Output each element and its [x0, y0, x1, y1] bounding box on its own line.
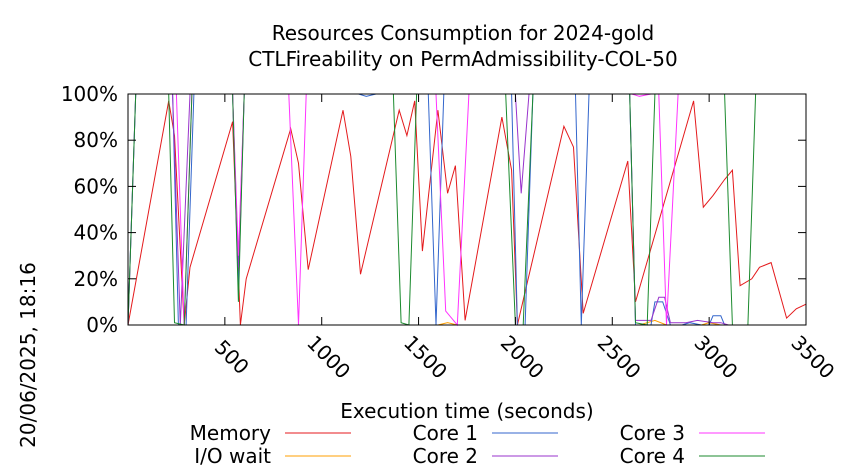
- legend-label: Core 4: [620, 444, 685, 468]
- plot-area: [127, 93, 807, 327]
- chart-title: Resources Consumption for 2024-gold: [272, 21, 654, 45]
- y-tick-label: 40%: [74, 221, 118, 245]
- legend-label: I/O wait: [194, 444, 271, 468]
- y-tick-label: 20%: [74, 267, 118, 291]
- legend-label: Core 1: [413, 421, 478, 445]
- x-tick-label: 2500: [593, 331, 646, 384]
- x-axis-label: Execution time (seconds): [340, 399, 593, 423]
- series-line-memory: [127, 100, 807, 326]
- chart-subtitle: CTLFireability on PermAdmissibility-COL-…: [248, 47, 677, 71]
- series-line-i-o-wait: [128, 319, 806, 326]
- plot-frame: [127, 93, 807, 326]
- series-line-core-3: [162, 93, 806, 327]
- x-tick-label: 1000: [302, 331, 355, 384]
- legend-label: Core 3: [620, 421, 685, 445]
- y-tick-label: 100%: [61, 82, 118, 106]
- y-tick-label: 80%: [74, 128, 118, 152]
- y-tick-label: 0%: [86, 313, 118, 337]
- x-tick-label: 3500: [786, 331, 839, 384]
- x-tick-label: 2000: [496, 331, 549, 384]
- y-axis-ticks: 0% 20% 40% 60% 80% 100%: [61, 82, 806, 337]
- side-timestamp-label: 20/06/2025, 18:16: [16, 262, 40, 448]
- legend-label: Core 2: [413, 444, 478, 468]
- y-tick-label: 60%: [74, 174, 118, 198]
- x-tick-label: 3000: [690, 331, 743, 384]
- x-tick-label: 500: [210, 335, 254, 379]
- x-tick-label: 1500: [399, 331, 452, 384]
- legend-label: Memory: [190, 421, 272, 445]
